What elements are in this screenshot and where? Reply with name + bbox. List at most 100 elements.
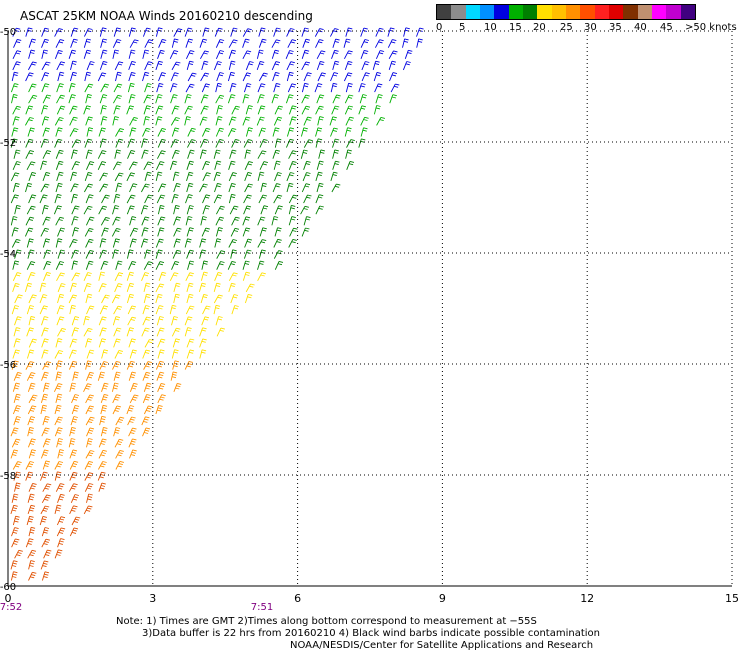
wind-barb (112, 49, 120, 59)
wind-barb (13, 338, 21, 348)
wind-barb (173, 182, 181, 193)
wind-barb (170, 72, 179, 82)
wind-barb (99, 138, 107, 148)
wind-barb (100, 116, 108, 126)
legend-color-swatch (494, 5, 509, 19)
wind-barb (114, 272, 124, 281)
wind-barb (185, 272, 194, 281)
wind-barb (228, 272, 238, 282)
wind-barb (71, 327, 79, 337)
wind-barb (260, 182, 267, 193)
wind-barb (112, 360, 121, 370)
wind-barb (360, 127, 368, 137)
wind-barb (14, 316, 22, 326)
wind-barb (55, 338, 63, 348)
wind-barb (142, 371, 151, 381)
wind-barb (184, 316, 193, 326)
wind-barb (215, 39, 225, 48)
wind-barb (114, 283, 123, 293)
wind-barb (256, 49, 264, 59)
wind-barb (156, 327, 165, 337)
wind-barb (228, 60, 236, 70)
wind-barb (273, 194, 283, 204)
wind-barb (316, 182, 324, 193)
wind-barb (69, 71, 78, 82)
wind-barb (25, 150, 35, 159)
wind-barb (27, 549, 37, 559)
wind-barb (171, 316, 179, 326)
wind-barb (86, 493, 93, 503)
wind-barb (185, 194, 193, 204)
wind-barb (85, 116, 93, 126)
wind-barb (169, 304, 177, 315)
wind-barb (274, 260, 284, 270)
wind-barb (128, 71, 136, 82)
wind-barb (85, 260, 94, 270)
wind-barb (374, 83, 383, 93)
wind-barb (72, 227, 79, 237)
wind-barb (202, 194, 211, 204)
wind-barb (41, 316, 49, 326)
wind-barb (99, 305, 109, 315)
wind-barb (68, 294, 78, 304)
wind-barb (70, 27, 79, 37)
wind-barb (69, 471, 78, 481)
wind-barb (200, 105, 209, 115)
wind-barb (215, 82, 222, 93)
wind-barb (41, 349, 49, 359)
wind-barb (111, 227, 121, 237)
wind-barb (330, 127, 338, 137)
wind-barb (144, 61, 153, 71)
wind-barb (70, 171, 78, 182)
wind-barb (101, 194, 110, 204)
wind-barb (315, 127, 323, 137)
wind-barb (25, 72, 34, 82)
wind-barb (70, 60, 77, 71)
wind-barb (129, 216, 137, 226)
wind-barb (128, 161, 138, 171)
wind-barb (83, 38, 92, 48)
legend-label: 15 (509, 22, 522, 33)
wind-barb (272, 71, 280, 82)
wind-barb (83, 272, 92, 281)
wind-barb (69, 116, 78, 126)
wind-barb (214, 160, 222, 170)
wind-barb (113, 327, 122, 337)
wind-barb (27, 271, 36, 281)
wind-barb (69, 128, 79, 137)
wind-barb (115, 416, 125, 426)
wind-barb (199, 249, 207, 259)
wind-barb (230, 227, 240, 237)
wind-barb (259, 138, 268, 148)
wind-barb (71, 139, 81, 148)
wind-barb (245, 61, 254, 71)
wind-barb (56, 527, 66, 537)
wind-barb (112, 216, 121, 226)
wind-barb (257, 94, 265, 104)
wind-barb (43, 260, 52, 270)
wind-barb (12, 161, 21, 170)
wind-barb (330, 82, 338, 93)
wind-barb (231, 305, 239, 315)
wind-barb (85, 405, 94, 415)
wind-barb (173, 28, 183, 37)
wind-barb (301, 105, 311, 115)
wind-barb (41, 427, 50, 437)
wind-barb (155, 238, 164, 248)
wind-barb (70, 183, 79, 193)
wind-barb (111, 382, 119, 392)
wind-barb (40, 404, 48, 415)
wind-barb (128, 60, 136, 71)
legend-color-swatch (608, 5, 624, 19)
wind-barb (184, 360, 194, 370)
wind-barb (54, 49, 63, 59)
wind-barb (288, 204, 296, 215)
wind-barb (242, 50, 252, 60)
wind-barb (86, 127, 94, 137)
wind-barb (243, 83, 252, 93)
wind-barb (329, 116, 337, 126)
wind-barb (69, 238, 78, 248)
wind-barb (346, 139, 355, 148)
x-tick-label: 12 (580, 592, 594, 605)
wind-barb (99, 172, 109, 182)
